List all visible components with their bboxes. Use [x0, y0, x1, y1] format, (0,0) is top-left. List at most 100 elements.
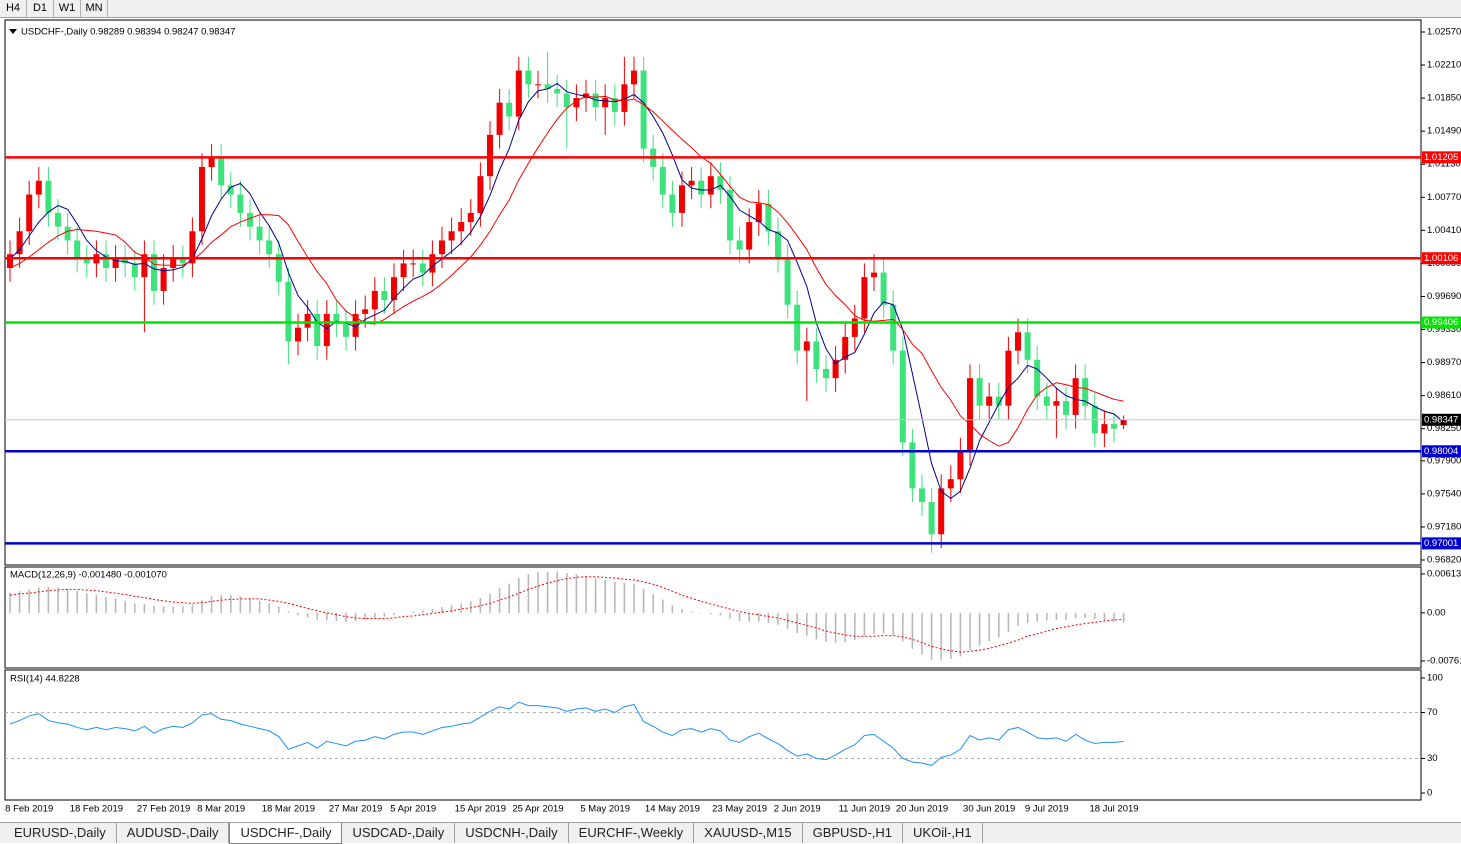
candle-body	[775, 231, 781, 259]
candle-body	[429, 254, 436, 273]
candle-body	[371, 290, 378, 310]
level-label: 0.97001	[1424, 538, 1458, 549]
candle-body	[640, 70, 647, 149]
chart-tab[interactable]: USDCNH-,Daily	[455, 823, 569, 843]
panel	[4, 566, 1422, 669]
chart-tab[interactable]: UKOil-,H1	[903, 823, 983, 843]
y-tick-label: -0.00761	[1427, 656, 1461, 667]
timeframe-button[interactable]: W1	[54, 0, 81, 17]
candle-body	[669, 194, 676, 213]
candle-body	[199, 166, 205, 232]
chart-tab[interactable]: EURCHF-,Weekly	[569, 823, 695, 843]
chart-tab[interactable]: GBPUSD-,H1	[803, 823, 904, 843]
candle-body	[103, 254, 109, 268]
candle-body	[208, 157, 215, 167]
chart-tab[interactable]: USDCHF-,Daily	[229, 823, 343, 844]
y-tick-label: 1.00770	[1427, 192, 1461, 203]
candle-body	[861, 277, 868, 319]
candle-body	[448, 231, 455, 241]
candle-body	[515, 70, 522, 117]
candle-body	[823, 369, 829, 379]
candle-body	[218, 157, 225, 186]
y-tick-label: 0.99690	[1427, 291, 1461, 302]
candle-body	[16, 231, 23, 255]
candle-body	[323, 313, 330, 347]
x-tick-label: 15 Apr 2019	[455, 804, 506, 815]
x-tick-label: 20 Jun 2019	[896, 804, 948, 815]
candle-body	[736, 240, 743, 250]
y-tick-label: 1.01490	[1427, 126, 1461, 137]
candle-body	[362, 309, 369, 314]
timeframe-button[interactable]: D1	[27, 0, 54, 17]
x-tick-label: 27 Feb 2019	[137, 804, 190, 815]
timeframe-button[interactable]: H4	[0, 0, 27, 17]
level-label: 1.01205	[1424, 152, 1458, 163]
chart-tab[interactable]: USDCAD-,Daily	[342, 823, 456, 843]
level-box	[1422, 316, 1461, 329]
candle-body	[679, 185, 685, 213]
y-tick-label: 0.00613	[1427, 569, 1461, 580]
candle-body	[439, 240, 445, 255]
indicator-line	[9, 82, 1124, 500]
candle-body	[842, 336, 849, 360]
x-tick-label: 8 Feb 2019	[5, 804, 53, 815]
chart-tab[interactable]: EURUSD-,Daily	[4, 823, 117, 843]
candle-body	[755, 203, 762, 223]
candle-body	[707, 176, 714, 195]
level-label: 0.98004	[1424, 446, 1458, 457]
x-tick-label: 14 May 2019	[645, 804, 700, 815]
y-tick-label: 0.97180	[1427, 521, 1461, 532]
candle-body	[170, 258, 177, 268]
y-tick-label: 1.01130	[1427, 159, 1461, 170]
y-tick-label: 0.98970	[1427, 357, 1461, 368]
y-tick-label: 0.98250	[1427, 423, 1461, 434]
candle-body	[1015, 332, 1021, 351]
chart-tab[interactable]: AUDUSD-,Daily	[117, 823, 230, 843]
candle-body	[487, 134, 493, 177]
x-tick-label: 8 Mar 2019	[197, 804, 245, 815]
y-tick-label: 30	[1427, 753, 1438, 764]
chart-tabs: EURUSD-,Daily AUDUSD-,Daily USDCHF-,Daily U…	[0, 822, 1461, 844]
chart-label: RSI(14) 44.8228	[10, 674, 80, 685]
chart-label: MACD(12,26,9) -0.001480 -0.001070	[10, 570, 167, 581]
x-tick-label: 2 Jun 2019	[774, 804, 821, 815]
x-tick-label: 18 Mar 2019	[262, 804, 315, 815]
level-label: 0.99406	[1424, 317, 1458, 328]
level-box	[1422, 151, 1461, 164]
x-tick-label: 18 Feb 2019	[70, 804, 123, 815]
candle-body	[295, 327, 301, 342]
candle-body	[1120, 419, 1127, 426]
candle-body	[247, 212, 253, 227]
x-tick-label: 11 Jun 2019	[839, 804, 891, 815]
y-tick-label: 1.00410	[1427, 225, 1461, 236]
candle-body	[64, 226, 71, 241]
y-tick-label: 1.01850	[1427, 93, 1461, 104]
y-tick-label: 0.96820	[1427, 555, 1461, 566]
candle-body	[179, 258, 186, 264]
y-tick-label: 0.00	[1427, 607, 1446, 618]
candle-body	[746, 222, 753, 250]
candle-body	[573, 98, 580, 108]
y-tick-label: 100	[1427, 673, 1443, 684]
candle-body	[535, 84, 541, 86]
candle-body	[256, 226, 263, 241]
candle-body	[554, 88, 561, 94]
panel	[4, 19, 1422, 566]
last-price-label: 0.98347	[1424, 414, 1458, 425]
candle-body	[832, 359, 839, 379]
chart-tab[interactable]: XAUUSD-,M15	[694, 823, 803, 843]
timeframe-button[interactable]: MN	[81, 0, 108, 17]
x-tick-label: 9 Jul 2019	[1025, 804, 1069, 815]
candle-body	[803, 341, 810, 351]
candle-body	[1082, 378, 1089, 406]
candle-body	[1063, 401, 1069, 415]
label-marker	[9, 29, 17, 34]
candle-body	[333, 313, 340, 324]
candle-body	[851, 318, 858, 337]
candle-body	[813, 341, 820, 370]
candle-body	[688, 180, 695, 186]
candle-body	[55, 212, 61, 227]
candle-body	[909, 442, 916, 489]
x-tick-label: 5 Apr 2019	[390, 804, 436, 815]
